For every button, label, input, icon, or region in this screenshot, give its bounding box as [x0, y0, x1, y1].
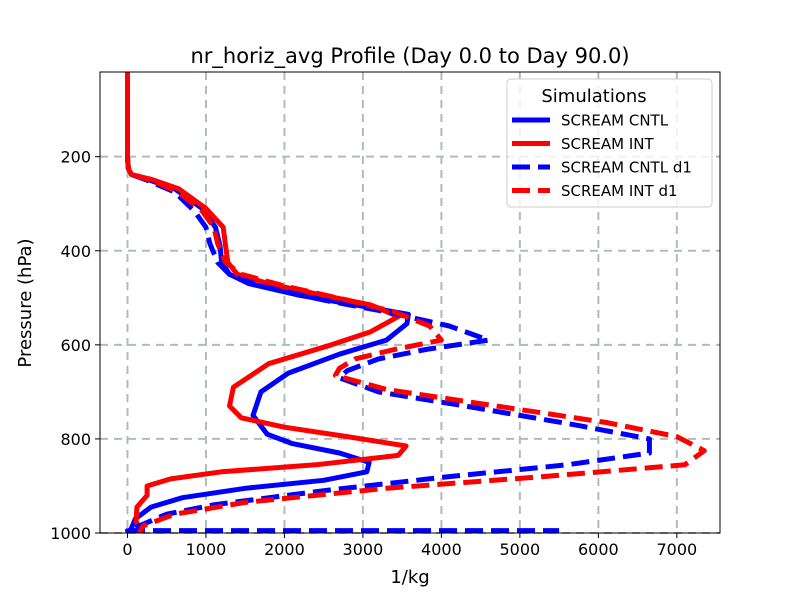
- legend-label-1: SCREAM CNTL: [561, 112, 669, 130]
- x-tick-label: 6000: [578, 540, 619, 559]
- x-axis-label: 1/kg: [390, 567, 429, 588]
- y-tick-label: 800: [60, 430, 91, 449]
- legend-label-2: SCREAM INT: [561, 135, 655, 153]
- tick-layer: 0 1000 2000 3000 4000 5000 6000 7000 200 400 600 80…: [50, 148, 697, 559]
- legend-title: Simulations: [541, 86, 646, 107]
- plot-frame: [99, 71, 721, 534]
- legend-box: [506, 78, 713, 208]
- y-tick-label: 200: [60, 148, 91, 167]
- series-line-2: [125, 72, 409, 533]
- y-tick-label: 400: [60, 242, 91, 261]
- legend-label-4: SCREAM INT d1: [561, 182, 678, 200]
- y-tick-label: 1000: [50, 524, 91, 543]
- x-tick-label: 7000: [656, 540, 697, 559]
- x-tick-label: 5000: [500, 540, 541, 559]
- series-line-4: [125, 72, 707, 533]
- legend-label-3: SCREAM CNTL d1: [561, 159, 692, 177]
- chart-title: nr_horiz_avg Profile (Day 0.0 to Day 90.…: [190, 44, 629, 69]
- x-tick-label: 1000: [186, 540, 227, 559]
- series-layer: [125, 72, 707, 533]
- x-tick-label: 3000: [343, 540, 384, 559]
- y-axis-label: Pressure (hPa): [15, 238, 36, 367]
- legend-items: SCREAM CNTL SCREAM INT SCREAM CNTL d1 SCREA…: [512, 112, 692, 200]
- x-tick-label: 2000: [264, 540, 305, 559]
- y-tick-label: 600: [60, 336, 91, 355]
- x-tick-label: 4000: [421, 540, 462, 559]
- x-tick-label: 0: [122, 540, 132, 559]
